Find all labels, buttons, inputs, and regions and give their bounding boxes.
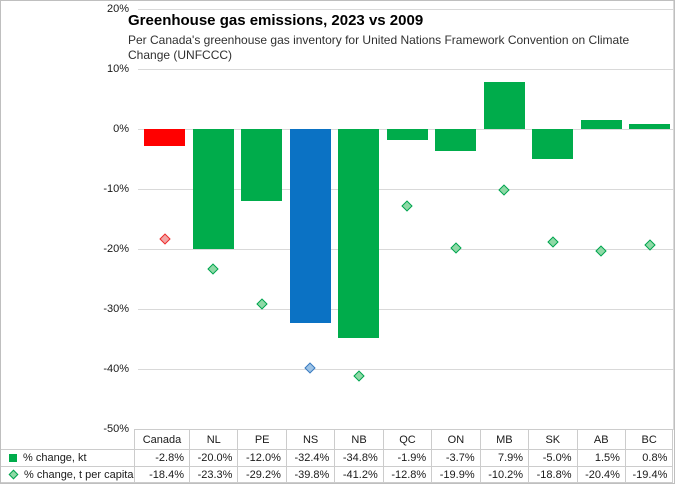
table-value-cell: -20.4% xyxy=(576,467,625,483)
gridline xyxy=(138,189,673,190)
diamond-marker-on xyxy=(450,242,462,255)
table-header-cell: NL xyxy=(189,429,238,450)
table-value-cell: -19.4% xyxy=(624,467,674,483)
table-value-cell: -5.0% xyxy=(528,450,577,467)
table-value-cell: -23.3% xyxy=(189,467,238,483)
table-header-cell: SK xyxy=(528,429,577,450)
bar-bc xyxy=(629,124,671,129)
table-value-cell: -18.4% xyxy=(134,467,189,483)
chart-subtitle: Per Canada's greenhouse gas inventory fo… xyxy=(128,33,630,62)
table-value-cell: -19.9% xyxy=(431,467,480,483)
table-value-cell: -10.2% xyxy=(479,467,529,483)
diamond-marker-nl xyxy=(207,263,219,275)
table-value-cell: -34.8% xyxy=(334,450,383,467)
chart-plot-area xyxy=(138,1,674,430)
gridline xyxy=(138,9,673,10)
gridline xyxy=(138,369,673,370)
table-header-cell: AB xyxy=(576,429,625,450)
y-axis-tick-label: -10% xyxy=(103,182,129,195)
chart-title: Greenhouse gas emissions, 2023 vs 2009 xyxy=(128,12,424,29)
y-axis-tick-label: -40% xyxy=(103,362,129,375)
table-value-cell: -20.0% xyxy=(189,450,238,467)
diamond-marker-canada xyxy=(159,233,171,246)
legend-label-per-capita: % change, t per capita xyxy=(1,467,134,483)
bar-canada xyxy=(144,129,186,146)
legend-square-icon xyxy=(9,454,17,462)
y-axis-tick-label: -30% xyxy=(103,302,129,315)
table-value-cell: -1.9% xyxy=(382,450,432,467)
table-header-cell: NB xyxy=(334,429,383,450)
legend-diamond-icon xyxy=(8,469,19,480)
table-header-cell: PE xyxy=(237,429,286,450)
bar-ns xyxy=(289,129,331,324)
bar-on xyxy=(435,129,477,152)
bar-qc xyxy=(386,129,428,141)
y-axis-tick-label: 0% xyxy=(113,122,129,135)
table-header-cell: Canada xyxy=(134,429,189,450)
bar-nb xyxy=(338,129,380,338)
table-value-cell: -2.8% xyxy=(134,450,189,467)
table-value-cell: 1.5% xyxy=(576,450,625,467)
gridline xyxy=(138,69,673,70)
table-value-cell: -3.7% xyxy=(431,450,480,467)
gridline xyxy=(138,249,673,250)
table-value-cell: -12.0% xyxy=(237,450,286,467)
table-header-cell: NS xyxy=(285,429,335,450)
legend-series-name: % change, t per capita xyxy=(24,468,134,481)
bar-nl xyxy=(192,129,234,249)
data-table: Canada NL PE NS NB QC ON MB SK AB BC % change, kt -2… xyxy=(1,429,674,483)
table-corner-cell xyxy=(1,429,134,450)
bar-pe xyxy=(241,129,283,201)
table-header-cell: ON xyxy=(431,429,480,450)
y-axis: 20% 10% 0% -10% -20% -30% -40% -50% xyxy=(1,1,129,441)
bar-mb xyxy=(483,81,525,129)
chart-header: Greenhouse gas emissions, 2023 vs 2009 P… xyxy=(128,11,673,63)
diamond-marker-ab xyxy=(595,245,607,258)
bar-ab xyxy=(580,120,622,129)
table-value-cell: -39.8% xyxy=(285,467,335,483)
table-header-cell: BC xyxy=(624,429,674,450)
legend-label-kt: % change, kt xyxy=(1,450,134,467)
table-value-cell: -29.2% xyxy=(237,467,286,483)
diamond-marker-sk xyxy=(547,236,559,248)
table-header-cell: MB xyxy=(479,429,529,450)
table-value-cell: -18.8% xyxy=(528,467,577,483)
table-value-cell: -41.2% xyxy=(334,467,383,483)
legend-series-name: % change, kt xyxy=(23,452,87,464)
y-axis-tick-label: 10% xyxy=(106,62,129,75)
bar-sk xyxy=(532,129,574,159)
diamond-marker-ns xyxy=(304,362,316,374)
table-value-cell: -12.8% xyxy=(382,467,432,483)
table-value-cell: -32.4% xyxy=(285,450,335,467)
y-axis-tick-label: 20% xyxy=(106,2,129,15)
diamond-marker-mb xyxy=(498,184,510,196)
gridline xyxy=(138,309,673,310)
y-axis-tick-label: -50% xyxy=(103,422,129,435)
y-axis-tick-label: -20% xyxy=(103,242,129,255)
table-value-cell: 0.8% xyxy=(624,450,674,467)
table-value-cell: 7.9% xyxy=(479,450,529,467)
diamond-marker-nb xyxy=(353,370,365,382)
diamond-marker-qc xyxy=(401,200,413,212)
table-header-cell: QC xyxy=(382,429,432,450)
